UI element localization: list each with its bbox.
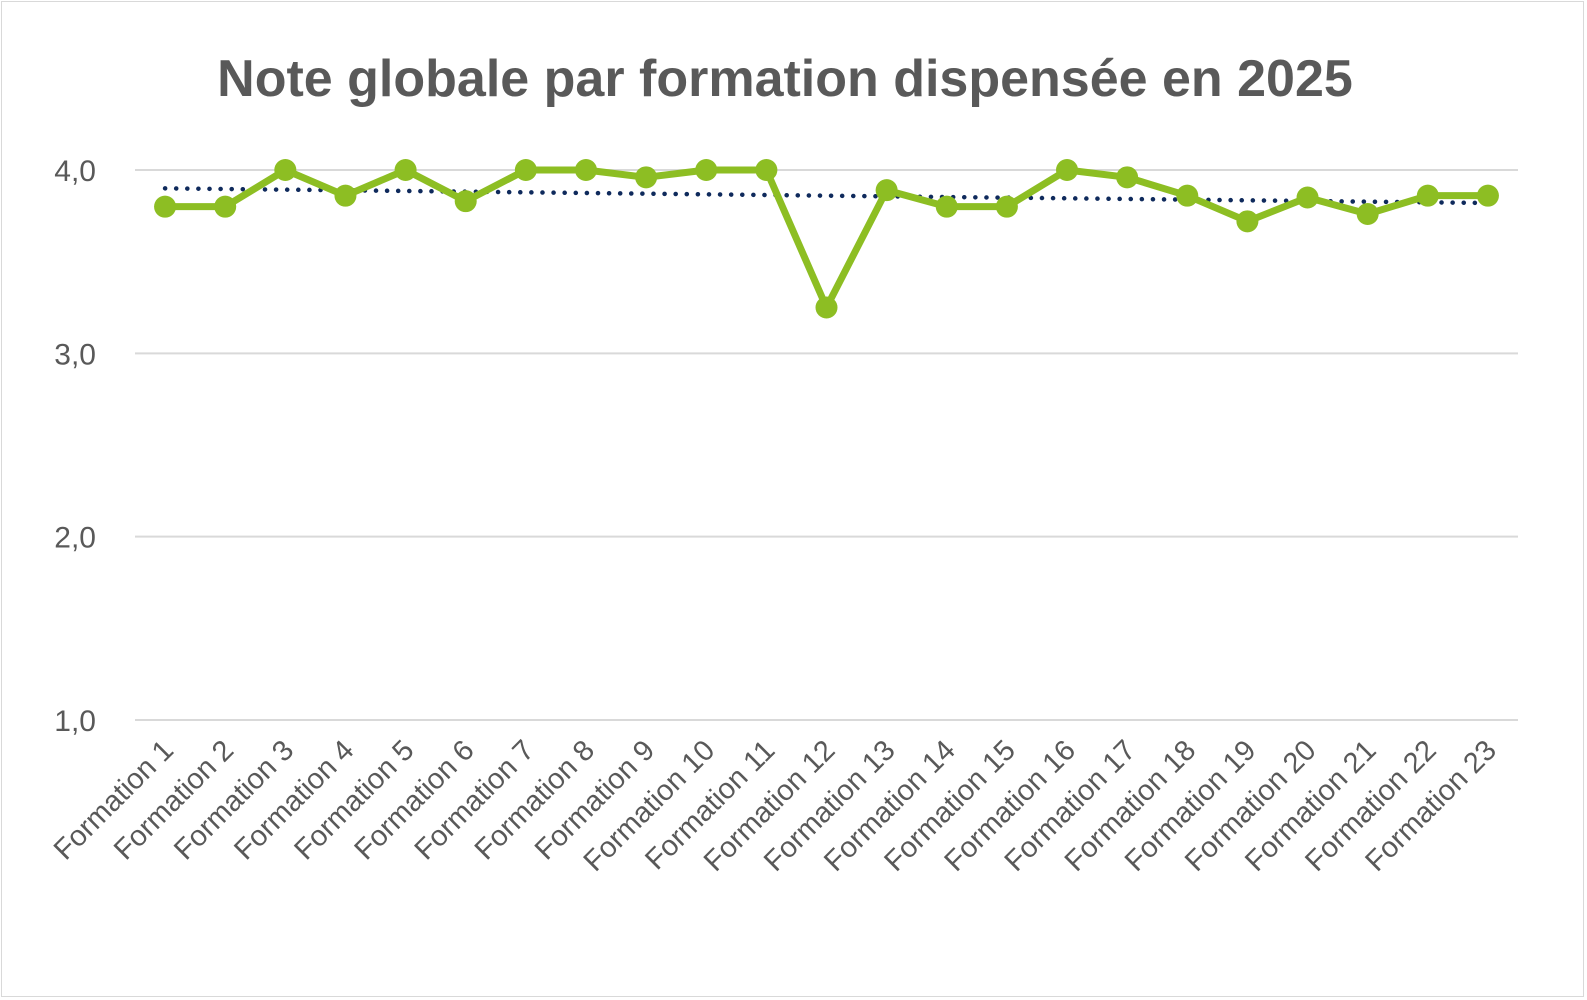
data-point xyxy=(1176,184,1199,207)
y-tick-label: 4,0 xyxy=(54,155,96,188)
data-point xyxy=(695,159,718,181)
data-point xyxy=(1476,184,1499,207)
y-axis: 1,0 2,0 3,0 4,0 xyxy=(54,155,96,738)
data-point xyxy=(1416,184,1439,207)
data-point xyxy=(875,179,898,202)
y-tick-label: 3,0 xyxy=(54,338,96,371)
data-point xyxy=(1236,210,1259,233)
data-point xyxy=(1056,159,1079,181)
trendline xyxy=(162,186,1491,206)
series-layer xyxy=(154,159,1499,319)
data-point xyxy=(154,195,177,218)
data-point xyxy=(274,159,297,181)
trendline-layer xyxy=(162,186,1491,206)
chart-title: Note globale par formation dispensée en … xyxy=(217,50,1353,108)
series-line xyxy=(165,166,1488,311)
data-point xyxy=(1296,186,1319,209)
data-point xyxy=(334,184,357,207)
y-tick-label: 2,0 xyxy=(54,522,96,555)
data-point xyxy=(394,159,417,181)
grid-lines xyxy=(135,169,1518,721)
data-point xyxy=(1356,203,1379,225)
data-point xyxy=(454,190,477,213)
data-point xyxy=(1116,166,1139,189)
y-tick-label: 1,0 xyxy=(54,705,96,738)
data-point xyxy=(815,296,838,319)
data-point xyxy=(574,159,597,181)
data-point xyxy=(514,159,537,181)
data-point xyxy=(214,195,237,218)
data-point xyxy=(935,195,958,218)
data-point xyxy=(635,166,658,189)
data-point xyxy=(995,195,1018,218)
data-point xyxy=(755,159,778,181)
